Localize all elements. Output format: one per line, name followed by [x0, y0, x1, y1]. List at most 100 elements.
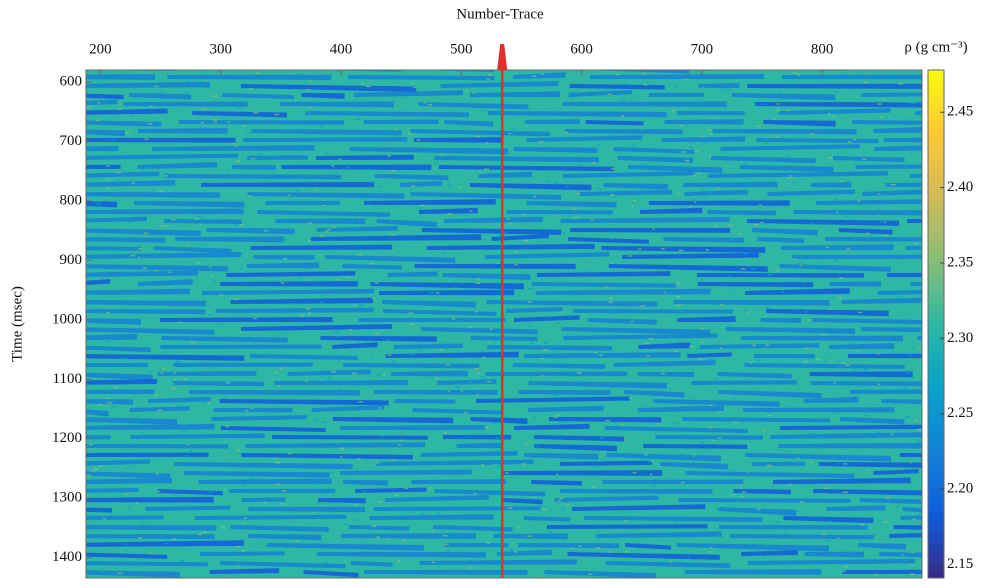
texture-speck [543, 342, 547, 344]
texture-speck [807, 319, 811, 321]
texture-stripe [623, 390, 685, 398]
texture-stripe [603, 183, 668, 190]
texture-stripe [506, 210, 613, 215]
texture-stripe [803, 396, 859, 403]
texture-speck [232, 359, 236, 362]
texture-speck [696, 347, 702, 350]
texture-stripe [231, 164, 276, 171]
texture-stripe [211, 415, 307, 421]
texture-speck [628, 397, 631, 400]
texture-speck [871, 517, 874, 519]
texture-speck [566, 186, 570, 188]
texture-speck [96, 202, 101, 205]
texture-stripe [246, 262, 320, 269]
texture-speck [542, 252, 545, 255]
texture-speck [387, 538, 391, 540]
texture-speck [173, 372, 177, 374]
texture-stripe [841, 297, 922, 304]
texture-stripe [303, 570, 359, 578]
texture-speck [436, 292, 440, 294]
colorbar-tick-label: 2.20 [947, 480, 973, 496]
texture-stripe [86, 153, 239, 160]
texture-stripe [138, 127, 228, 134]
texture-stripe [910, 282, 922, 287]
texture-speck [391, 459, 395, 461]
texture-stripe [420, 450, 518, 457]
texture-stripe [411, 479, 507, 484]
texture-speck [647, 460, 651, 463]
texture-stripe [792, 254, 922, 259]
texture-stripe [546, 524, 708, 529]
texture-speck [763, 103, 767, 105]
texture-speck [236, 545, 240, 548]
texture-speck [94, 108, 99, 111]
texture-stripe [698, 83, 740, 89]
texture-speck [879, 116, 883, 118]
texture-stripe [653, 399, 780, 407]
texture-speck [570, 549, 575, 552]
texture-speck [650, 473, 653, 476]
texture-speck [154, 85, 159, 88]
texture-speck [472, 92, 476, 94]
texture-speck [908, 547, 911, 549]
texture-stripe [436, 378, 497, 385]
texture-speck [709, 426, 713, 429]
texture-speck [240, 267, 244, 270]
texture-speck [827, 156, 833, 159]
texture-speck [121, 375, 125, 377]
texture-stripe [573, 309, 734, 314]
texture-speck [196, 216, 202, 218]
texture-stripe [523, 516, 571, 522]
texture-speck [627, 255, 632, 257]
texture-speck [564, 131, 569, 134]
texture-speck [274, 372, 279, 374]
texture-speck [380, 470, 383, 473]
texture-speck [552, 569, 556, 572]
texture-speck [750, 414, 753, 417]
texture-speck [508, 222, 514, 225]
texture-speck [488, 74, 492, 76]
texture-speck [685, 352, 689, 355]
texture-stripe [320, 336, 437, 342]
texture-speck [766, 177, 770, 180]
texture-speck [800, 501, 805, 503]
texture-speck [776, 103, 780, 105]
texture-speck [767, 414, 772, 416]
texture-speck [262, 175, 265, 177]
texture-speck [514, 264, 518, 266]
texture-speck [862, 158, 867, 160]
texture-speck [308, 240, 311, 242]
texture-speck [630, 99, 633, 102]
texture-stripe [811, 318, 922, 325]
texture-speck [516, 526, 520, 529]
texture-speck [320, 125, 326, 128]
texture-speck [555, 215, 560, 217]
texture-speck [591, 485, 597, 488]
texture-speck [175, 463, 179, 466]
texture-stripe [370, 282, 524, 290]
texture-stripe [833, 156, 905, 163]
texture-stripe [731, 93, 836, 101]
texture-speck [362, 490, 367, 493]
texture-speck [336, 331, 340, 333]
texture-speck [303, 176, 307, 179]
texture-speck [464, 411, 469, 414]
texture-speck [91, 470, 96, 472]
texture-stripe [86, 507, 112, 513]
texture-speck [121, 250, 124, 253]
texture-speck [277, 385, 280, 387]
texture-speck [841, 362, 845, 364]
texture-speck [280, 503, 285, 505]
texture-speck [644, 454, 648, 456]
texture-stripe [648, 200, 790, 206]
texture-stripe [413, 137, 504, 143]
texture-stripe [567, 552, 720, 560]
texture-speck [164, 543, 169, 545]
texture-speck [390, 360, 395, 363]
texture-speck [565, 333, 570, 335]
texture-speck [721, 343, 725, 345]
texture-speck [864, 414, 869, 416]
texture-speck [766, 464, 772, 467]
texture-stripe [163, 219, 242, 225]
texture-speck [877, 103, 882, 105]
